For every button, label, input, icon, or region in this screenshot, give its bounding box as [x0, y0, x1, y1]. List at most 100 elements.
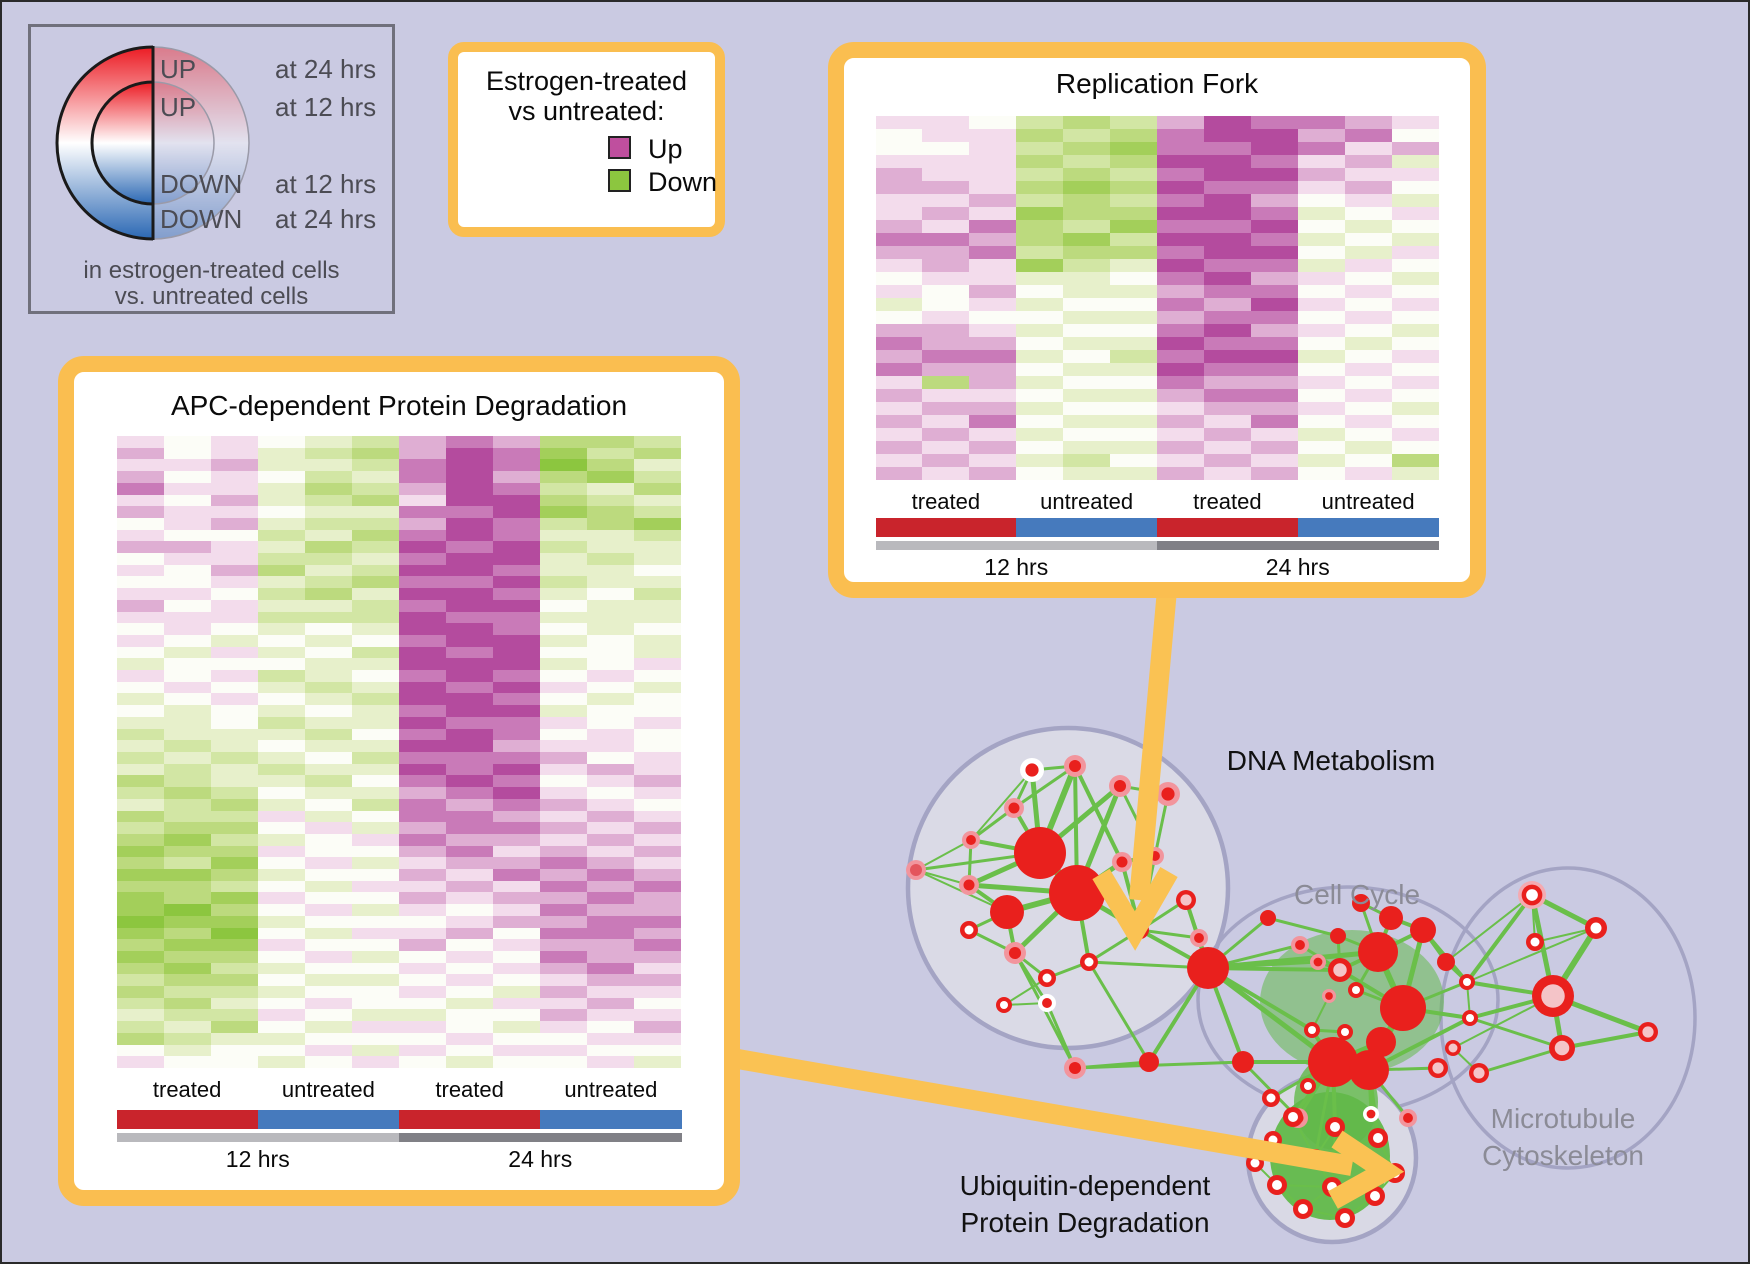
heatmap-cell	[587, 447, 635, 460]
heatmap-cell	[922, 181, 970, 194]
heatmap-cell	[587, 1021, 635, 1033]
heatmap-cell	[922, 194, 970, 207]
heatmap-cell	[875, 376, 923, 389]
heatmap-cell	[163, 1009, 211, 1022]
heatmap-cell	[210, 459, 258, 472]
heatmap-cell	[969, 259, 1017, 272]
heatmap-cell	[1250, 389, 1298, 402]
heatmap-cell	[257, 705, 305, 717]
heatmap-cell	[210, 1044, 258, 1057]
heatmap-cell	[351, 576, 399, 589]
heatmap-cell	[446, 810, 494, 823]
heatmap-cell	[304, 798, 352, 811]
heatmap-cell	[398, 494, 447, 507]
heatmap-cell	[1250, 181, 1298, 194]
heatmap-cell	[257, 775, 305, 788]
heatmap-cell	[446, 857, 494, 870]
heatmap-cell	[257, 740, 305, 752]
network-node	[1432, 1062, 1444, 1074]
heatmap-cell	[493, 564, 541, 577]
heatmap-cell	[1391, 376, 1439, 389]
heatmap-cell	[969, 272, 1017, 285]
microtubule-label-line1: Microtubule	[1490, 1103, 1636, 1134]
heatmap-cell	[540, 1009, 588, 1022]
heatmap-cell	[257, 482, 305, 495]
heatmap-cell	[493, 1032, 541, 1045]
heatmap-cell	[210, 986, 258, 998]
heatmap-cell	[587, 588, 635, 600]
heatmap-cell	[1063, 142, 1111, 155]
heatmap-cell	[304, 880, 352, 893]
heatmap-cell	[116, 857, 164, 870]
heatmap-cell	[304, 693, 352, 706]
heatmap-cell	[1203, 467, 1251, 480]
heatmap-cell	[210, 997, 258, 1010]
heatmap-cell	[116, 634, 164, 647]
heatmap-cell	[634, 459, 682, 472]
heatmap-cell	[1250, 285, 1298, 298]
replication-heatmap	[875, 116, 1439, 480]
network-node	[1379, 906, 1403, 930]
heatmap-cell	[446, 787, 494, 799]
heatmap-cell	[634, 564, 682, 577]
heatmap-cell	[493, 927, 541, 940]
heatmap-cell	[634, 997, 682, 1010]
heatmap-cell	[875, 441, 923, 454]
heatmap-cell	[446, 1056, 494, 1068]
heatmap-cell	[875, 155, 923, 168]
heatmap-cell	[540, 752, 588, 764]
heatmap-cell	[1250, 155, 1298, 168]
group-label: untreated	[1040, 489, 1134, 514]
heatmap-cell	[634, 1021, 682, 1033]
heatmap-cell	[634, 833, 682, 846]
heatmap-cell	[163, 997, 211, 1010]
heatmap-cell	[304, 517, 352, 530]
heatmap-cell	[969, 220, 1017, 233]
network-node	[1161, 787, 1175, 801]
heatmap-cell	[210, 775, 258, 788]
heatmap-cell	[163, 798, 211, 811]
network-node	[1180, 894, 1192, 906]
heatmap-cell	[351, 880, 399, 893]
heatmap-cell	[446, 623, 494, 635]
heatmap-cell	[1063, 259, 1111, 272]
heatmap-cell	[587, 763, 635, 776]
network-node	[1642, 1026, 1654, 1038]
heatmap-cell	[446, 845, 494, 858]
heatmap-cell	[493, 787, 541, 799]
heatmap-cell	[351, 553, 399, 565]
heatmap-cell	[304, 634, 352, 647]
heatmap-cell	[1063, 363, 1111, 376]
network-node	[1068, 1061, 1082, 1075]
heatmap-cell	[1016, 220, 1064, 233]
heatmap-cell	[969, 324, 1017, 337]
heatmap-cell	[875, 116, 923, 129]
heatmap-cell	[116, 880, 164, 893]
heatmap-cell	[1344, 181, 1392, 194]
heatmap-cell	[304, 752, 352, 764]
apc-time-labels: 12 hrs 24 hrs	[117, 1144, 682, 1174]
heatmap-cell	[210, 833, 258, 846]
apc-time-bars	[116, 1133, 682, 1142]
heatmap-cell	[1250, 272, 1298, 285]
network-node	[1295, 940, 1305, 950]
heatmap-cell	[1344, 194, 1392, 207]
heatmap-cell	[210, 962, 258, 975]
heatmap-cell	[351, 822, 399, 834]
time-bar	[116, 1133, 399, 1142]
heatmap-cell	[922, 350, 970, 363]
network-node	[1541, 984, 1565, 1008]
heatmap-cell	[1157, 233, 1204, 246]
heatmap-cell	[493, 950, 541, 963]
ring-legend-time: at 12 hrs	[275, 92, 377, 122]
heatmap-cell	[587, 1009, 635, 1022]
heatmap-cell	[1063, 389, 1111, 402]
heatmap-cell	[1297, 259, 1345, 272]
heatmap-cell	[163, 576, 211, 589]
network-node	[966, 835, 976, 845]
ring-faded-half	[153, 47, 249, 239]
heatmap-cell	[634, 915, 682, 928]
heatmap-cell	[587, 576, 635, 589]
heatmap-cell	[1063, 324, 1111, 337]
heatmap-cell	[540, 904, 588, 916]
